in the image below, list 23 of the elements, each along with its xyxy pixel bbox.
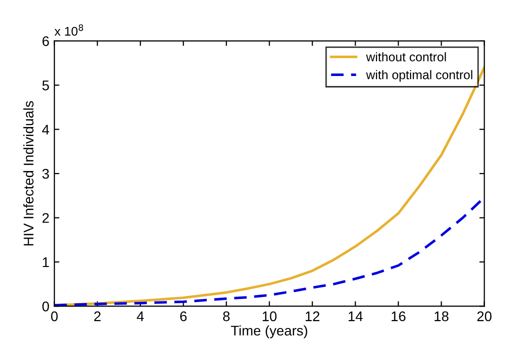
- x-tick-label: 10: [262, 311, 277, 322]
- x-tick-label: 6: [180, 311, 187, 322]
- x-tick-label: 20: [477, 311, 492, 322]
- text: x 10$^{8}$: [54, 24, 84, 36]
- x-tick-label: 4: [136, 312, 144, 322]
- y-tick-label: 0: [42, 301, 49, 312]
- x-axis-title: Time (years): [230, 325, 308, 338]
- x-tick-label: 8: [223, 311, 230, 322]
- y-tick-label: 4: [42, 124, 50, 134]
- y-tick-label: 5: [42, 80, 49, 90]
- legend-label: with optimal control: [366, 70, 472, 82]
- x-tick-label: 12: [306, 311, 320, 322]
- x-tick-label: 14: [348, 312, 363, 322]
- x-tick-label: 18: [434, 311, 448, 322]
- y-tick-label: 6: [42, 36, 49, 46]
- x-tick-label: 16: [392, 311, 406, 322]
- legend-label: without control: [366, 52, 446, 62]
- y-tick-label: 1: [42, 257, 49, 267]
- y-tick-label: 3: [42, 168, 49, 179]
- y-axis-title: HIV Infected Individuals: [23, 101, 34, 246]
- x-tick-label: 2: [94, 311, 101, 322]
- y-tick-label: 2: [42, 213, 49, 223]
- x-tick-label: 0: [51, 311, 58, 322]
